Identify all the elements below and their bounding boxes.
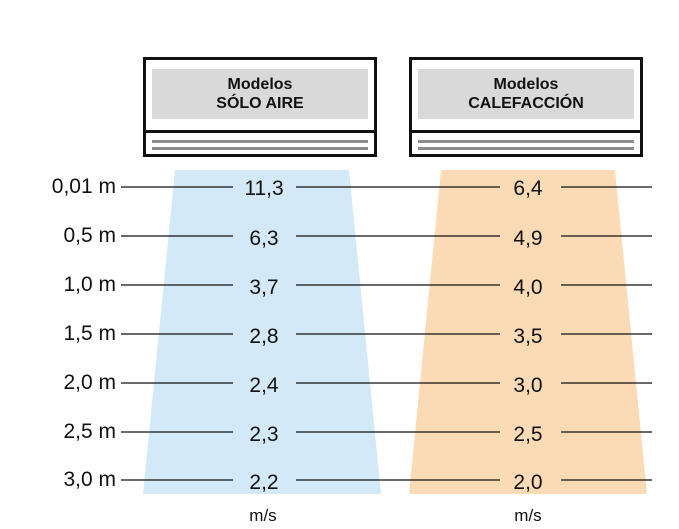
unit-label-solo-aire: m/s [249, 506, 277, 525]
unit-divider [412, 130, 640, 133]
vent-slat [152, 140, 368, 143]
unit-title-line2: SÓLO AIRE [216, 95, 304, 112]
velocity-solo-aire: 2,2 [249, 471, 279, 494]
velocity-calefaccion: 6,4 [513, 177, 543, 200]
velocity-solo-aire: 2,8 [249, 325, 279, 348]
velocity-solo-aire: 3,7 [249, 276, 279, 299]
vent-slat [418, 140, 634, 143]
distance-label: 3,0 m [63, 468, 116, 491]
distance-label: 2,0 m [63, 371, 116, 394]
unit-calefaccion: Modelos CALEFACCIÓN [409, 57, 643, 157]
velocity-solo-aire: 11,3 [244, 177, 284, 200]
unit-title-line1: Modelos [227, 76, 293, 93]
distance-label: 2,5 m [63, 420, 116, 443]
velocity-calefaccion: 4,9 [513, 227, 543, 250]
distance-label: 1,0 m [63, 273, 116, 296]
unit-title-line2: CALEFACCIÓN [468, 95, 584, 112]
unit-solo-aire: Modelos SÓLO AIRE [143, 57, 377, 157]
velocity-solo-aire: 2,3 [249, 423, 279, 446]
unit-header-calefaccion: Modelos CALEFACCIÓN [418, 69, 634, 119]
velocity-calefaccion: 2,5 [513, 423, 543, 446]
unit-title-line1: Modelos [493, 76, 559, 93]
velocity-calefaccion: 4,0 [513, 276, 543, 299]
distance-label: 0,01 m [51, 175, 116, 198]
airflow-cone-calefaccion [409, 170, 647, 494]
velocity-calefaccion: 2,0 [513, 471, 543, 494]
unit-header-solo-aire: Modelos SÓLO AIRE [152, 69, 368, 119]
distance-lines [121, 186, 652, 481]
vent-slat [418, 147, 634, 150]
distance-label: 0,5 m [63, 224, 116, 247]
airflow-cone-solo-aire [143, 170, 381, 494]
velocity-solo-aire: 2,4 [249, 374, 279, 397]
unit-label-calefaccion: m/s [514, 506, 542, 525]
distance-label: 1,5 m [63, 322, 116, 345]
vent-slat [152, 147, 368, 150]
unit-divider [146, 130, 374, 133]
velocity-calefaccion: 3,5 [513, 325, 543, 348]
velocity-solo-aire: 6,3 [249, 227, 279, 250]
velocity-calefaccion: 3,0 [513, 374, 543, 397]
